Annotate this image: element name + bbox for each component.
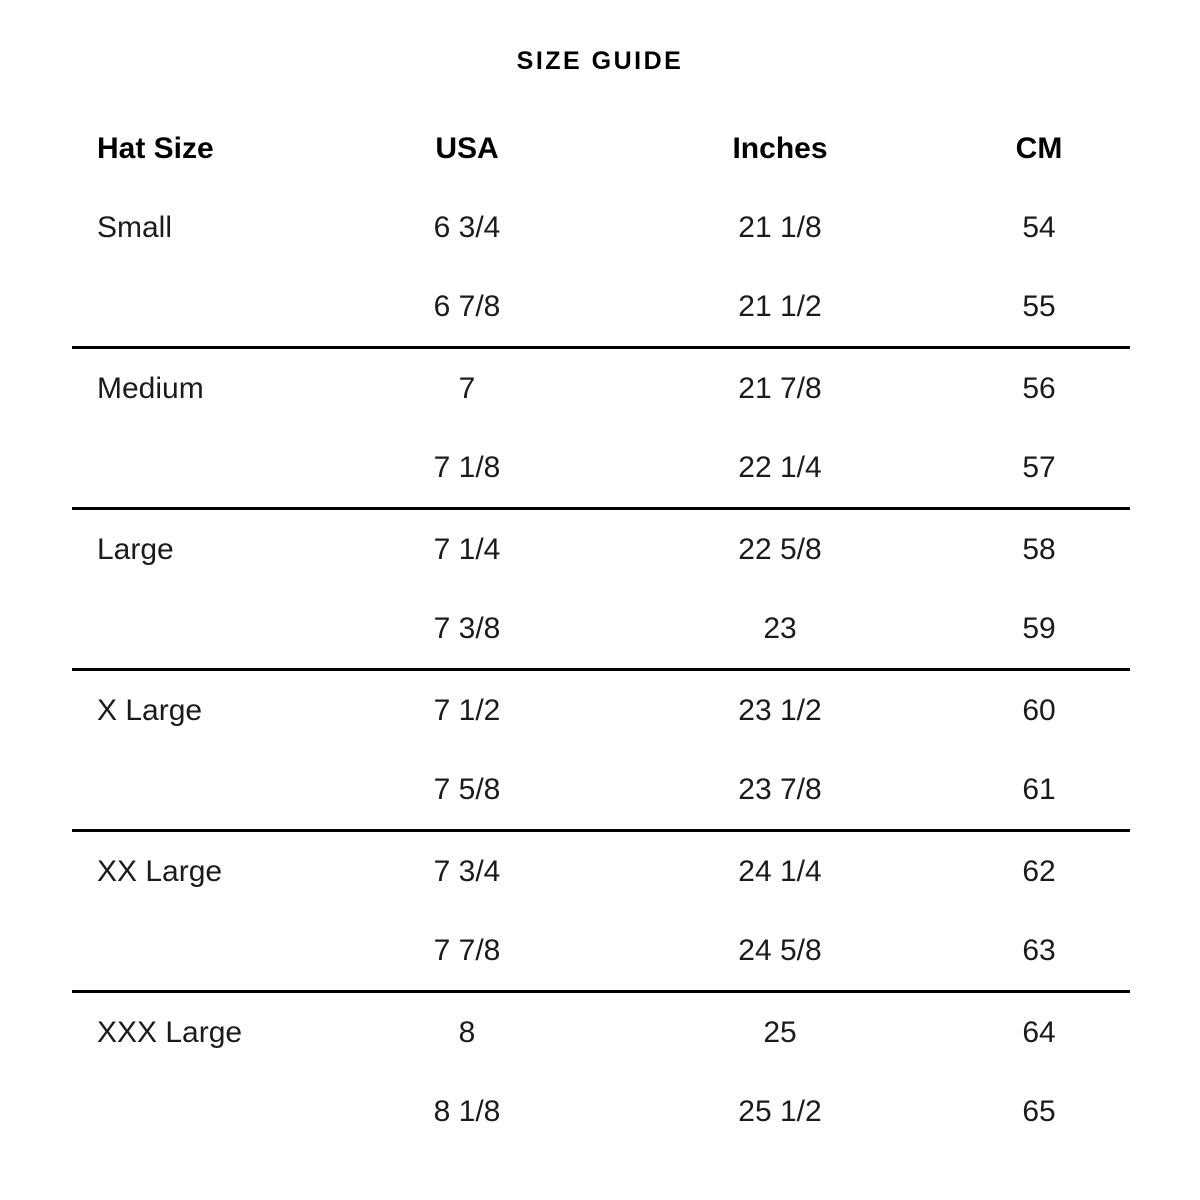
cell-usa: 7 7/8 <box>433 933 501 967</box>
table-row: 7 7/8 24 5/8 63 <box>72 911 1130 990</box>
table-row: Large 7 1/4 22 5/8 58 <box>72 510 1130 589</box>
header-row: Hat Size USA Inches CM <box>72 109 1130 188</box>
cell-usa: 8 1/8 <box>433 1094 501 1128</box>
size-section-x-large: X Large 7 1/2 23 1/2 60 7 5/8 23 7/8 61 <box>72 671 1130 832</box>
cell-hat-size: X Large <box>97 693 203 727</box>
cell-inches: 25 1/2 <box>738 1094 822 1128</box>
cell-cm: 65 <box>1022 1094 1056 1128</box>
cell-cm: 57 <box>1022 450 1056 484</box>
cell-cm: 63 <box>1022 933 1056 967</box>
cell-inches: 24 5/8 <box>738 933 822 967</box>
cell-inches: 21 7/8 <box>738 371 822 405</box>
cell-inches: 23 1/2 <box>738 693 822 727</box>
cell-inches: 21 1/8 <box>738 210 822 244</box>
table-row: X Large 7 1/2 23 1/2 60 <box>72 671 1130 750</box>
cell-usa: 7 1/2 <box>433 693 501 727</box>
table-row: XXX Large 8 25 64 <box>72 993 1130 1072</box>
cell-usa: 7 5/8 <box>433 772 501 806</box>
cell-hat-size: XXX Large <box>97 1015 243 1049</box>
size-section-small: Small 6 3/4 21 1/8 54 6 7/8 21 1/2 55 <box>72 188 1130 349</box>
column-header-usa: USA <box>435 131 499 165</box>
cell-usa: 7 1/8 <box>433 450 501 484</box>
column-header-cm: CM <box>1015 131 1063 165</box>
cell-inches: 25 <box>763 1015 797 1049</box>
table-row: 8 1/8 25 1/2 65 <box>72 1072 1130 1151</box>
page-title: SIZE GUIDE <box>516 47 684 75</box>
cell-usa: 8 <box>458 1015 476 1049</box>
cell-cm: 60 <box>1022 693 1056 727</box>
cell-cm: 59 <box>1022 611 1056 645</box>
cell-cm: 62 <box>1022 854 1056 888</box>
cell-hat-size: Medium <box>97 371 204 405</box>
cell-cm: 64 <box>1022 1015 1056 1049</box>
cell-inches: 21 1/2 <box>738 289 822 323</box>
cell-hat-size: Small <box>97 210 173 244</box>
table-row: 7 3/8 23 59 <box>72 589 1130 668</box>
cell-inches: 23 7/8 <box>738 772 822 806</box>
cell-hat-size: XX Large <box>97 854 223 888</box>
table-row: Medium 7 21 7/8 56 <box>72 349 1130 428</box>
cell-cm: 58 <box>1022 532 1056 566</box>
size-section-xx-large: XX Large 7 3/4 24 1/4 62 7 7/8 24 5/8 63 <box>72 832 1130 993</box>
table-row: XX Large 7 3/4 24 1/4 62 <box>72 832 1130 911</box>
cell-usa: 6 3/4 <box>433 210 501 244</box>
column-header-hat-size: Hat Size <box>97 131 214 165</box>
cell-usa: 7 3/4 <box>433 854 501 888</box>
size-section-medium: Medium 7 21 7/8 56 7 1/8 22 1/4 57 <box>72 349 1130 510</box>
cell-usa: 7 <box>458 371 476 405</box>
cell-inches: 23 <box>763 611 797 645</box>
table-row: Small 6 3/4 21 1/8 54 <box>72 188 1130 267</box>
table-row: 6 7/8 21 1/2 55 <box>72 267 1130 346</box>
table-row: 7 5/8 23 7/8 61 <box>72 750 1130 829</box>
size-guide-table: Hat Size USA Inches CM Small 6 3/4 21 1/… <box>72 109 1130 1151</box>
cell-cm: 55 <box>1022 289 1056 323</box>
cell-inches: 22 5/8 <box>738 532 822 566</box>
cell-cm: 61 <box>1022 772 1056 806</box>
column-header-inches: Inches <box>732 131 828 165</box>
cell-usa: 7 1/4 <box>433 532 501 566</box>
cell-cm: 54 <box>1022 210 1056 244</box>
cell-usa: 7 3/8 <box>433 611 501 645</box>
cell-inches: 24 1/4 <box>738 854 822 888</box>
cell-inches: 22 1/4 <box>738 450 822 484</box>
cell-usa: 6 7/8 <box>433 289 501 323</box>
table-row: 7 1/8 22 1/4 57 <box>72 428 1130 507</box>
cell-hat-size: Large <box>97 532 174 566</box>
size-section-xxx-large: XXX Large 8 25 64 8 1/8 25 1/2 65 <box>72 993 1130 1151</box>
cell-cm: 56 <box>1022 371 1056 405</box>
size-section-large: Large 7 1/4 22 5/8 58 7 3/8 23 59 <box>72 510 1130 671</box>
